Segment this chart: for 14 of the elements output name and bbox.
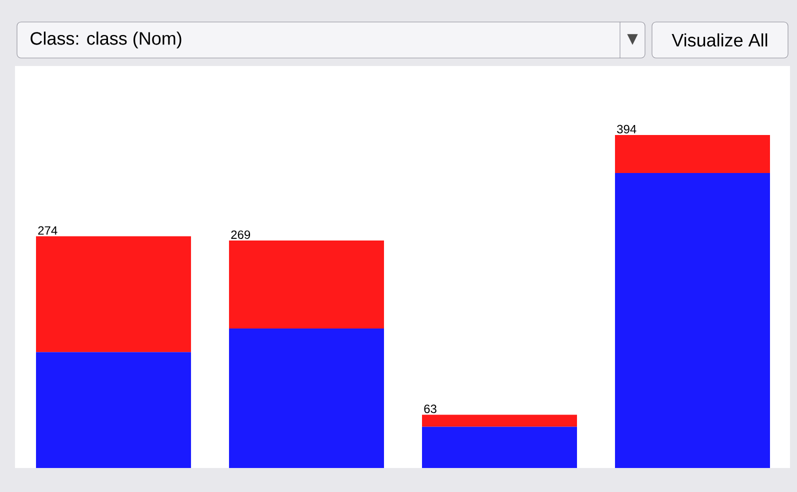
bar bbox=[615, 134, 770, 173]
chart-title: Class: class (Nom) bbox=[30, 32, 182, 48]
annotation: 269 bbox=[231, 230, 250, 239]
bar bbox=[422, 414, 577, 427]
annotation: 274 bbox=[38, 226, 58, 235]
text: Visualize All bbox=[672, 33, 768, 47]
bar bbox=[615, 172, 770, 468]
bar bbox=[229, 240, 384, 328]
annotation: 63 bbox=[424, 404, 436, 414]
annotation: 394 bbox=[617, 124, 636, 134]
bar bbox=[422, 426, 577, 468]
bar bbox=[229, 328, 384, 468]
bar bbox=[36, 352, 192, 468]
bar bbox=[36, 236, 192, 352]
